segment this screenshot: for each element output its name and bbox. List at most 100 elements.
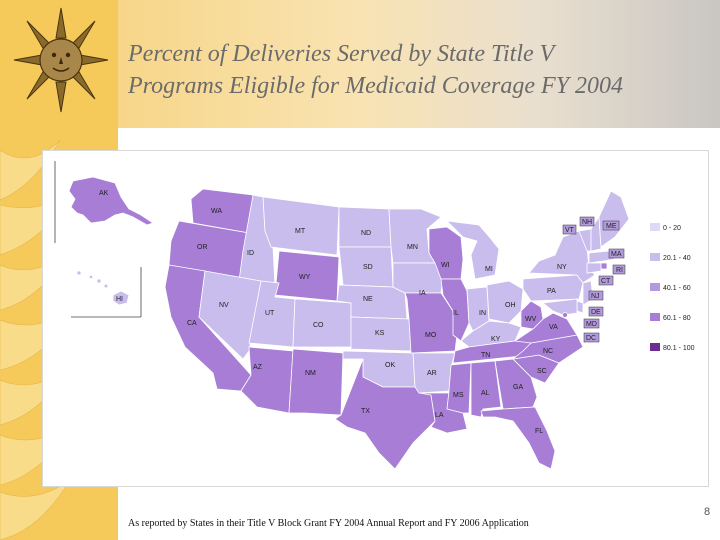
state-label-ak: AK (99, 190, 109, 197)
state-label-wv: WV (525, 316, 537, 323)
boxed-state-labels: VT NH ME MA RI CT NJ DE MD DC (562, 216, 626, 343)
state-nd (338, 206, 392, 248)
state-nm (288, 348, 344, 416)
state-mt (262, 196, 340, 256)
state-de (576, 300, 584, 314)
state-md (542, 298, 578, 316)
state-ct (586, 262, 602, 274)
label-box-ma (608, 248, 625, 259)
state-label-ok: OK (385, 362, 395, 369)
title-line-2: Programs Eligible for Medicaid Coverage … (128, 73, 624, 99)
legend-label-5: 80.1 - 100 (663, 345, 695, 352)
state-label-in: IN (479, 310, 486, 317)
state-label-sc: SC (537, 368, 547, 375)
legend-label-4: 60.1 - 80 (663, 315, 691, 322)
state-label-co: CO (313, 322, 324, 329)
state-nv (198, 270, 262, 360)
state-ri (600, 262, 608, 270)
state-label-pa: PA (547, 288, 556, 295)
legend-swatch-5 (650, 343, 660, 351)
state-label-nc: NC (543, 348, 553, 355)
state-label-ga: GA (513, 384, 523, 391)
state-label-ne: NE (363, 296, 373, 303)
state-label-fl: FL (535, 428, 543, 435)
legend-label-1: 0 - 20 (663, 225, 681, 232)
state-label-wy: WY (299, 274, 311, 281)
label-box-ct (598, 275, 614, 286)
state-ak (68, 176, 154, 226)
state-label-oh: OH (505, 302, 516, 309)
state-fl (480, 406, 556, 470)
state-hi (112, 290, 130, 306)
state-label-dc: DC (586, 335, 596, 342)
us-choropleth-map: AK HI WA OR CA ID NV MT WY UT CO AZ NM N… (54, 161, 695, 470)
state-label-de: DE (591, 309, 601, 316)
state-label-id: ID (247, 250, 254, 257)
us-map-panel: AK HI WA OR CA ID NV MT WY UT CO AZ NM N… (42, 150, 709, 487)
title-band (118, 0, 720, 128)
state-ms (446, 362, 472, 414)
legend-swatch-2 (650, 253, 660, 261)
state-label-ri: RI (616, 267, 623, 274)
state-label-mn: MN (407, 244, 418, 251)
state-label-mi: MI (485, 266, 493, 273)
state-ma (588, 250, 616, 264)
state-dc (562, 312, 568, 318)
state-label-nd: ND (361, 230, 371, 237)
state-label-ma: MA (611, 251, 622, 258)
state-label-il: IL (453, 310, 459, 317)
state-label-la: LA (435, 412, 444, 419)
hawaii-island-3 (96, 278, 102, 284)
state-label-ms: MS (453, 392, 464, 399)
state-label-ky: KY (491, 336, 501, 343)
state-label-nm: NM (305, 370, 316, 377)
legend-swatch-4 (650, 313, 660, 321)
sun-face-icon (13, 7, 109, 113)
state-label-wa: WA (211, 208, 222, 215)
hawaii-island-2 (89, 275, 93, 279)
state-label-wi: WI (441, 262, 450, 269)
legend-swatch-1 (650, 223, 660, 231)
state-label-tx: TX (361, 408, 370, 415)
state-label-ut: UT (265, 310, 275, 317)
state-label-hi: HI (116, 296, 123, 303)
page-number: 8 (704, 506, 711, 518)
state-label-vt: VT (565, 227, 575, 234)
state-label-al: AL (481, 390, 490, 397)
label-box-vt (562, 224, 577, 235)
state-label-me: ME (606, 223, 617, 230)
state-ia (392, 262, 444, 294)
footnote-source: As reported by States in their Title V B… (128, 518, 529, 529)
label-box-me (602, 220, 620, 231)
state-label-or: OR (197, 244, 208, 251)
state-labels: AK HI WA OR CA ID NV MT WY UT CO AZ NM N… (99, 190, 567, 435)
state-label-sd: SD (363, 264, 373, 271)
state-label-ks: KS (375, 330, 385, 337)
state-tx (334, 358, 436, 470)
state-label-ca: CA (187, 320, 197, 327)
map-legend: 0 - 20 20.1 - 40 40.1 - 60 60.1 - 80 80.… (650, 223, 695, 352)
state-label-mt: MT (295, 228, 306, 235)
state-me (598, 190, 630, 248)
state-label-az: AZ (253, 364, 263, 371)
state-label-ny: NY (557, 264, 567, 271)
state-label-md: MD (586, 321, 597, 328)
label-box-nh (579, 216, 595, 227)
state-label-nv: NV (219, 302, 229, 309)
title-line-1: Percent of Deliveries Served by State Ti… (128, 41, 555, 67)
state-label-ar: AR (427, 370, 437, 377)
state-label-tn: TN (481, 352, 490, 359)
hawaii-island-1 (76, 270, 82, 276)
state-label-nj: NJ (591, 293, 600, 300)
legend-label-2: 20.1 - 40 (663, 255, 691, 262)
state-label-nh: NH (582, 219, 592, 226)
legend-swatch-3 (650, 283, 660, 291)
slide-title: Percent of Deliveries Served by State Ti… (128, 38, 713, 102)
label-box-dc (583, 332, 600, 343)
hawaii-island-4 (103, 283, 109, 289)
label-box-md (583, 318, 600, 329)
label-box-ri (612, 264, 626, 275)
state-nc (511, 334, 584, 364)
label-box-de (588, 306, 604, 317)
state-label-ct: CT (601, 278, 611, 285)
